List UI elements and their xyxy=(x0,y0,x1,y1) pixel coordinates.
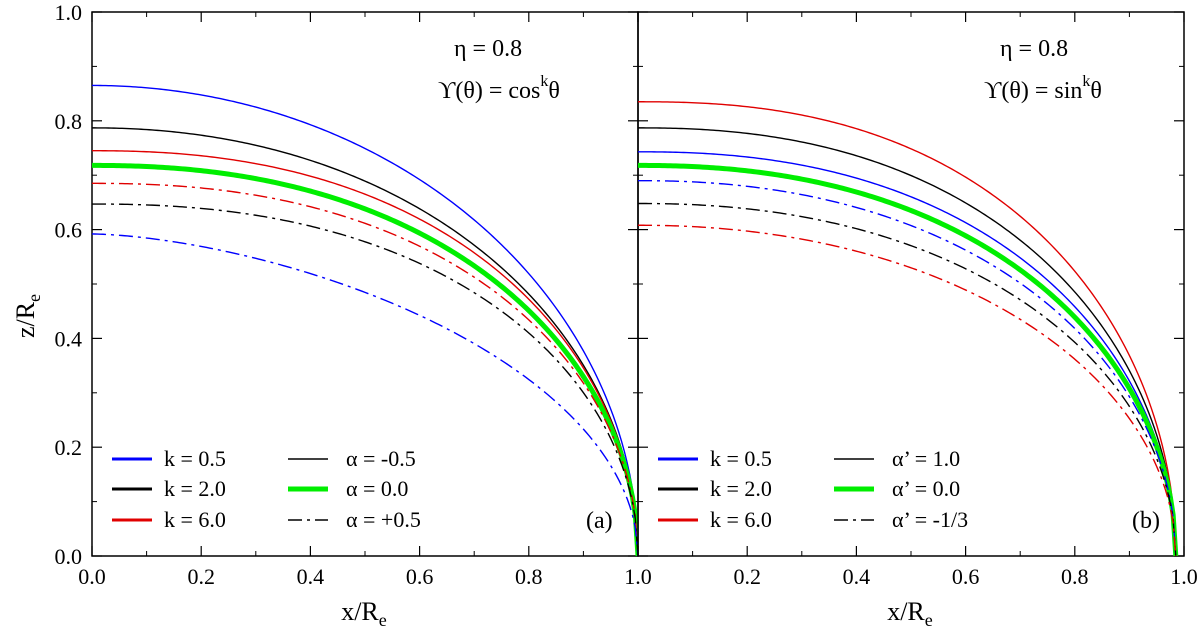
series-line xyxy=(92,127,638,556)
series-line xyxy=(92,203,638,556)
series-line xyxy=(92,150,638,556)
legend-label: α’ = -1/3 xyxy=(892,507,968,532)
x-axis-title-a: x/Re xyxy=(341,597,387,630)
legend-label: α = +0.5 xyxy=(346,507,421,532)
series-line xyxy=(92,233,638,556)
legend-label: k = 0.5 xyxy=(164,446,226,471)
series-line xyxy=(92,162,638,556)
series-line xyxy=(92,84,638,556)
series-line xyxy=(638,162,1179,556)
x-tick-label: 0.8 xyxy=(1061,564,1089,589)
annotation: η = 0.8 ϒ(θ) = sinkθ xyxy=(984,36,1102,104)
legend-label: k = 2.0 xyxy=(710,476,772,501)
series-line xyxy=(92,182,638,556)
y-tick-label: 0.4 xyxy=(55,326,83,351)
panel-label: (b) xyxy=(1132,508,1160,534)
legend-label: α’ = 0.0 xyxy=(892,476,960,501)
legend-label: α = 0.0 xyxy=(346,476,408,501)
x-tick-label: 0.8 xyxy=(515,564,543,589)
annotation-upsilon: ϒ(θ) = coskθ xyxy=(438,73,560,104)
series-line xyxy=(638,224,1177,556)
panel-a: 0.0 0.2 0.4 0.6 0.8 1.0 0.0 0.2 0.4 0.6 0.8 1.0 η = … xyxy=(55,0,652,589)
legend-label: α’ = 1.0 xyxy=(892,446,960,471)
legend: k = 0.5 k = 2.0 k = 6.0 α’ = 1.0 α’ = 0.0 α’ … xyxy=(658,446,968,532)
x-tick-label: 0.6 xyxy=(406,564,434,589)
series-group xyxy=(638,101,1179,556)
y-tick-label: 1.0 xyxy=(55,0,83,25)
series-line xyxy=(638,127,1177,556)
annotation-eta: η = 0.8 xyxy=(454,36,522,62)
x-tick-label: 1.0 xyxy=(624,564,652,589)
series-line xyxy=(638,101,1177,556)
ticks: 0.2 0.4 0.6 0.8 1.0 xyxy=(637,11,1198,589)
series-group xyxy=(92,84,638,556)
y-tick-label: 0.8 xyxy=(55,109,83,134)
legend-label: α = -0.5 xyxy=(346,446,416,471)
y-tick-label: 0.0 xyxy=(55,544,83,569)
plot-frame xyxy=(637,11,1185,557)
annotation: η = 0.8 ϒ(θ) = coskθ xyxy=(438,36,560,104)
panel-label: (a) xyxy=(586,508,613,534)
x-tick-label: 0.4 xyxy=(297,564,325,589)
x-tick-label: 0.4 xyxy=(843,564,871,589)
x-axis-title-b: x/Re xyxy=(887,597,933,630)
x-tick-label: 0.0 xyxy=(78,564,106,589)
x-tick-label: 0.6 xyxy=(952,564,980,589)
x-tick-label: 0.2 xyxy=(187,564,215,589)
x-tick-label: 1.0 xyxy=(1170,564,1198,589)
x-tick-label: 0.2 xyxy=(733,564,761,589)
legend: k = 0.5 k = 2.0 k = 6.0 α = -0.5 α = 0.0 α = … xyxy=(112,446,421,532)
y-axis-title: z/Re xyxy=(11,294,44,338)
panel-b: 0.2 0.4 0.6 0.8 1.0 η = 0.8 ϒ(θ) = sinkθ k = 0.… xyxy=(637,11,1198,589)
legend-label: k = 6.0 xyxy=(710,507,772,532)
series-line xyxy=(638,179,1177,556)
series-line xyxy=(638,202,1177,556)
ticks: 0.0 0.2 0.4 0.6 0.8 1.0 0.0 0.2 0.4 0.6 0.8 1.0 xyxy=(55,0,652,589)
annotation-upsilon: ϒ(θ) = sinkθ xyxy=(984,73,1102,104)
series-line xyxy=(638,151,1177,556)
legend-label: k = 0.5 xyxy=(710,446,772,471)
legend-label: k = 2.0 xyxy=(164,476,226,501)
annotation-eta: η = 0.8 xyxy=(1000,36,1068,62)
legend-label: k = 6.0 xyxy=(164,507,226,532)
y-tick-label: 0.6 xyxy=(55,218,83,243)
y-tick-label: 0.2 xyxy=(55,435,83,460)
